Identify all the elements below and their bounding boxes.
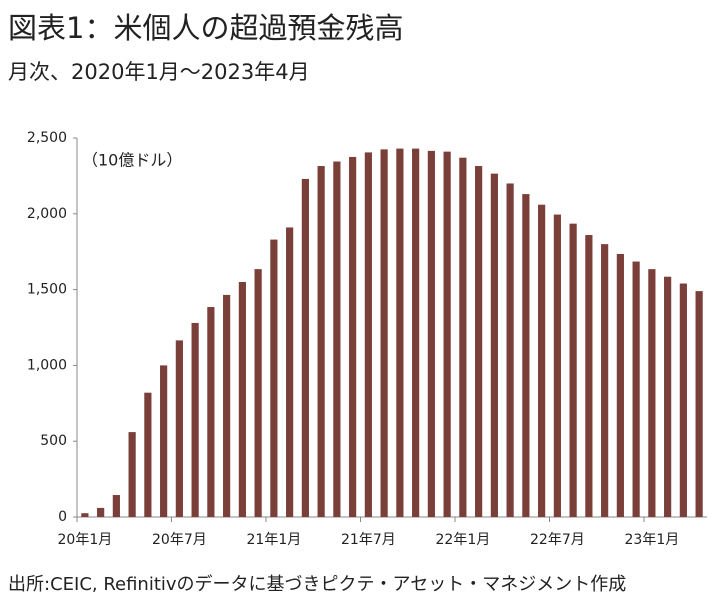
x-tick-label: 22年7月 (530, 532, 585, 548)
bar (695, 291, 703, 517)
bar (459, 157, 467, 517)
bar (317, 166, 325, 517)
bar (569, 223, 577, 518)
bar (207, 307, 215, 517)
bar (270, 239, 278, 517)
bar (364, 152, 372, 518)
bar (506, 183, 514, 518)
bar (648, 269, 656, 517)
bar (475, 166, 483, 517)
bar (412, 148, 420, 517)
bar (175, 340, 183, 517)
bar (396, 148, 404, 517)
bar (616, 253, 624, 517)
y-tick-label: 1,500 (27, 282, 67, 298)
bar (443, 151, 451, 518)
y-tick-label: 500 (40, 433, 67, 449)
bar (679, 283, 687, 517)
y-tick-label: 0 (58, 509, 67, 525)
bar (144, 392, 152, 517)
bar (664, 276, 672, 517)
x-tick-label: 23年1月 (625, 532, 680, 548)
bar (254, 269, 262, 517)
y-axis-label: （10億ドル） (82, 151, 182, 170)
x-tick-label: 21年1月 (247, 532, 302, 548)
bar (490, 173, 498, 517)
chart-subtitle: 月次、2020年1月～2023年4月 (8, 60, 310, 84)
bar (553, 214, 561, 518)
bar (380, 149, 388, 517)
bar (632, 261, 640, 517)
y-tick-label: 1,000 (27, 357, 67, 373)
bar (128, 432, 136, 517)
source-note: 出所:CEIC, Refinitivのデータに基づきピクテ・アセット・マネジメン… (8, 574, 626, 595)
bar (238, 282, 246, 517)
bar (286, 227, 294, 517)
bar (301, 178, 309, 517)
bar (585, 235, 593, 518)
bar (81, 513, 89, 517)
bar (522, 194, 530, 518)
bar (223, 294, 231, 517)
x-tick-label: 20年1月 (58, 532, 113, 548)
y-tick-label: 2,500 (27, 130, 67, 146)
bar (427, 150, 435, 518)
bar (112, 495, 120, 517)
bar (601, 244, 609, 517)
bar (349, 156, 357, 517)
bar (538, 204, 546, 518)
x-tick-label: 20年7月 (152, 532, 207, 548)
x-tick-label: 22年1月 (436, 532, 491, 548)
bar (333, 161, 341, 518)
x-tick-label: 21年7月 (341, 532, 396, 548)
chart-title: 図表1：米個人の超過預金残高 (8, 11, 403, 45)
y-tick-label: 2,000 (27, 206, 67, 222)
bar (97, 507, 105, 517)
bar (191, 322, 199, 517)
bar (160, 365, 168, 517)
